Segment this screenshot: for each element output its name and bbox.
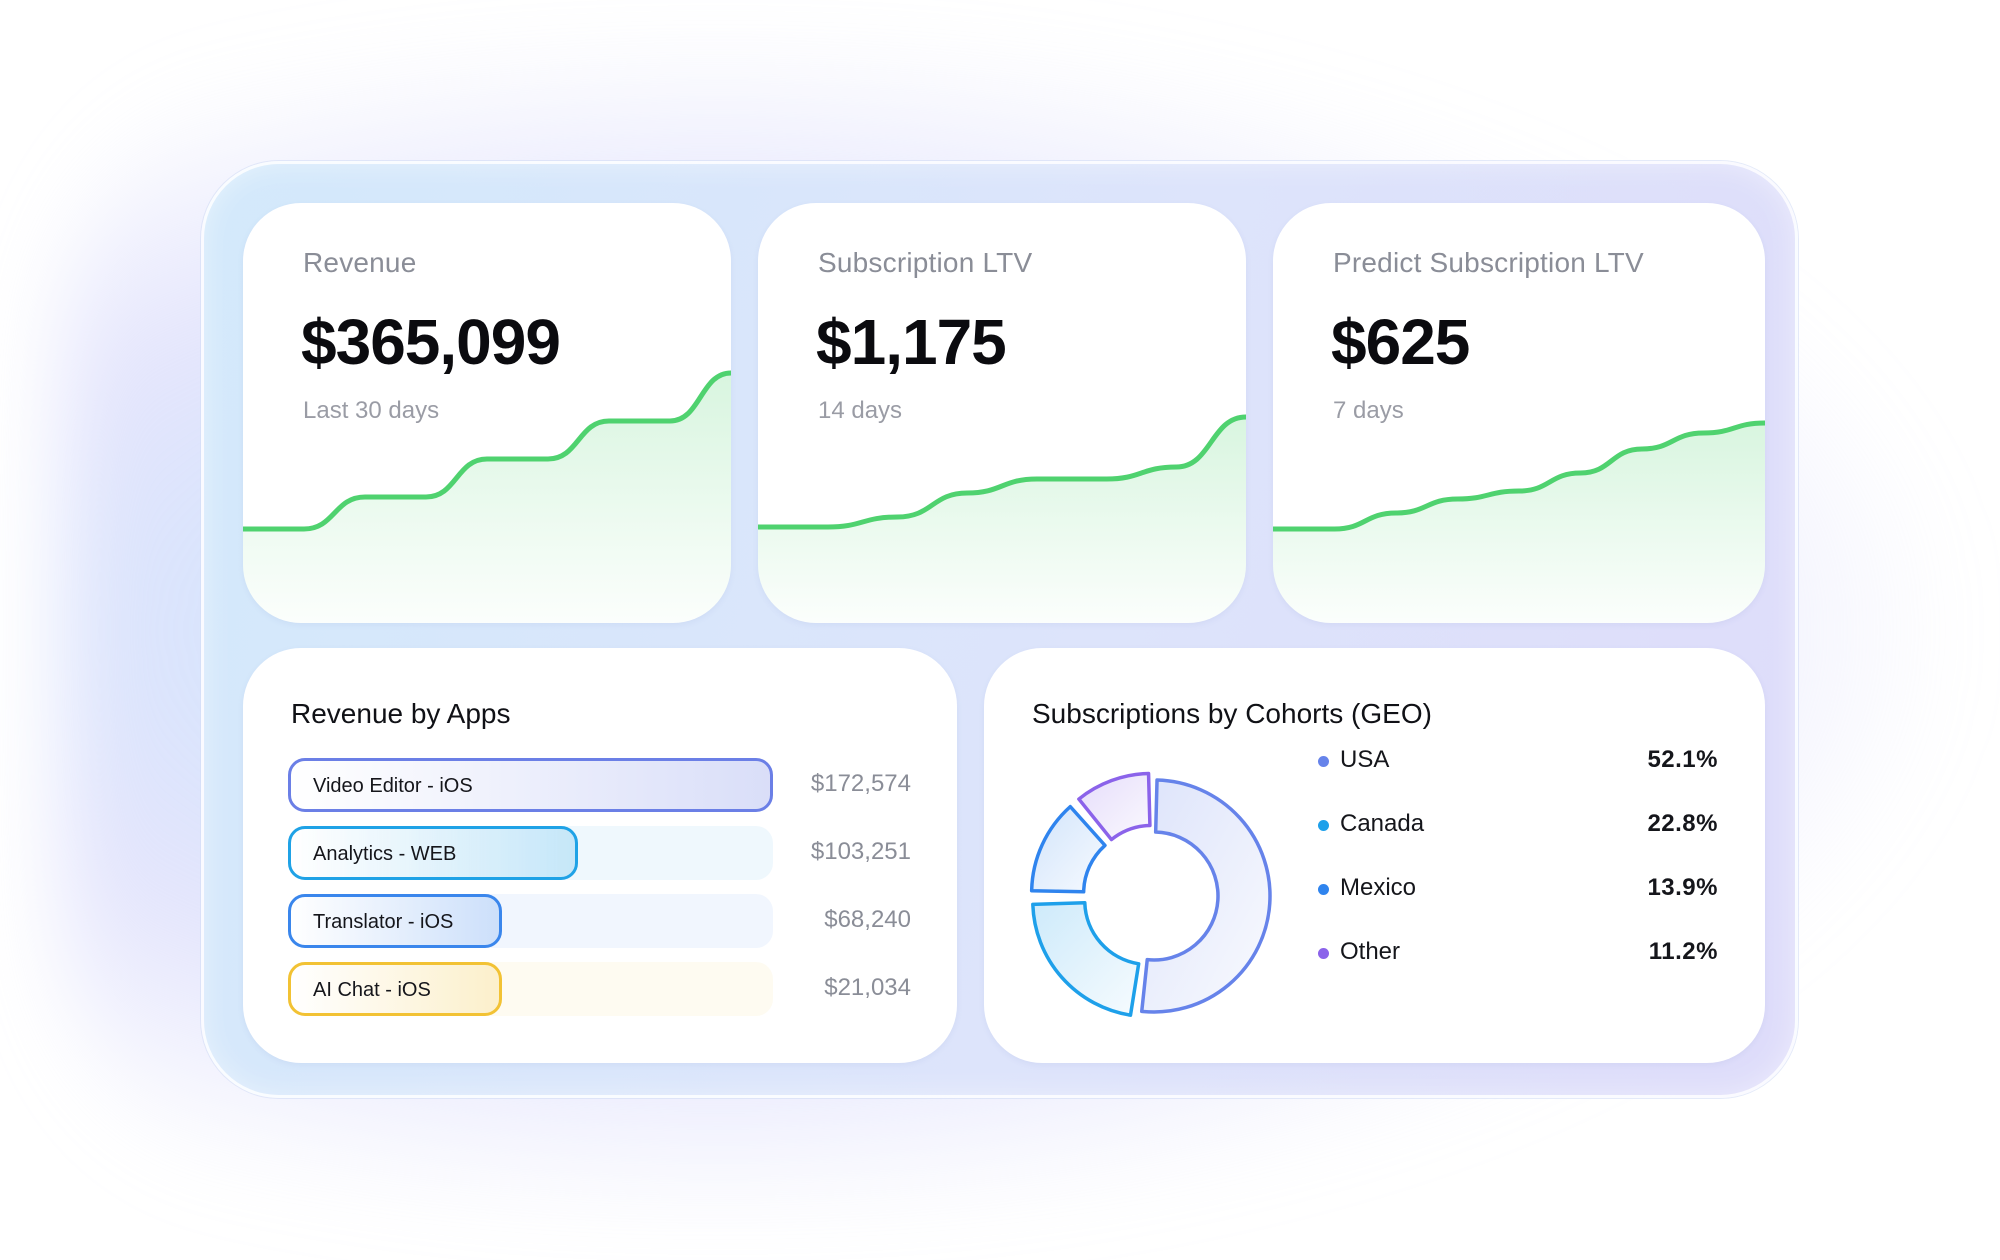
legend-dot-icon	[1318, 948, 1329, 959]
metric-label: Predict Subscription LTV	[1333, 247, 1644, 278]
legend-row[interactable]: Other 11.2%	[1318, 936, 1718, 970]
app-revenue-row[interactable]: Analytics - WEB $103,251	[288, 826, 911, 880]
card-title: Revenue by Apps	[291, 698, 511, 729]
metric-card-revenue[interactable]: Revenue $365,099 Last 30 days	[243, 203, 731, 623]
sparkline-line	[758, 414, 1246, 530]
dashboard-panel: Revenue $365,099 Last 30 days Subscripti…	[201, 161, 1798, 1098]
legend-percent: 13.9%	[1647, 874, 1718, 901]
app-revenue-row[interactable]: Translator - iOS $68,240	[288, 894, 911, 948]
legend-percent: 22.8%	[1647, 810, 1718, 837]
card-title: Subscriptions by Cohorts (GEO)	[1032, 698, 1432, 729]
metric-label: Revenue	[303, 247, 417, 278]
app-revenue-bar: Translator - iOS	[288, 894, 502, 948]
legend-dot-icon	[1318, 756, 1329, 767]
donut-segment[interactable]	[1029, 804, 1107, 894]
sparkline-area	[1273, 423, 1765, 623]
legend-dot-icon	[1318, 884, 1329, 895]
app-revenue-value: $103,251	[810, 838, 911, 865]
metric-label: Subscription LTV	[818, 247, 1033, 278]
sparkline-area	[758, 417, 1246, 623]
app-revenue-value: $172,574	[810, 770, 911, 797]
app-revenue-bar: Video Editor - iOS	[288, 758, 773, 812]
legend-name: Mexico	[1340, 874, 1417, 901]
metric-period: 14 days	[818, 397, 903, 424]
app-revenue-bar: AI Chat - iOS	[288, 962, 502, 1016]
sparkline-line	[1273, 420, 1765, 532]
app-name: AI Chat - iOS	[313, 979, 431, 1001]
metric-card-predict-subscription-ltv[interactable]: Predict Subscription LTV $625 7 days	[1273, 203, 1765, 623]
app-name: Analytics - WEB	[313, 843, 457, 865]
app-revenue-row[interactable]: Video Editor - iOS $172,574	[288, 758, 911, 812]
donut-segment[interactable]	[1031, 900, 1141, 1017]
metric-card-subscription-ltv[interactable]: Subscription LTV $1,175 14 days	[758, 203, 1246, 623]
app-revenue-value: $21,034	[824, 974, 911, 1001]
subscription-ltv-sparkline	[758, 414, 1246, 623]
legend-name: Canada	[1340, 810, 1425, 837]
metric-value: $625	[1331, 306, 1470, 378]
metric-period: Last 30 days	[303, 397, 440, 424]
legend-percent: 52.1%	[1647, 746, 1718, 773]
metric-value: $365,099	[301, 306, 561, 378]
revenue-sparkline	[243, 370, 731, 623]
legend-row[interactable]: Canada 22.8%	[1318, 808, 1718, 842]
legend-name: USA	[1340, 746, 1390, 773]
app-revenue-row[interactable]: AI Chat - iOS $21,034	[288, 962, 911, 1016]
donut-segment[interactable]	[1077, 771, 1152, 842]
sparkline-line	[243, 370, 731, 532]
legend-name: Other	[1340, 938, 1401, 965]
sparkline-area	[243, 373, 731, 623]
legend-dot-icon	[1318, 820, 1329, 831]
app-name: Translator - iOS	[313, 911, 454, 933]
legend-row[interactable]: USA 52.1%	[1318, 744, 1718, 778]
app-revenue-bar: Analytics - WEB	[288, 826, 579, 880]
metric-value: $1,175	[816, 306, 1007, 378]
metric-period: 7 days	[1333, 397, 1404, 424]
donut-segment[interactable]	[1140, 778, 1272, 1014]
app-revenue-value: $68,240	[824, 906, 911, 933]
cohorts-donut-chart	[1029, 771, 1272, 1017]
legend-row[interactable]: Mexico 13.9%	[1318, 872, 1718, 906]
revenue-by-apps-card: Revenue by Apps Video Editor - iOS $172,5…	[243, 648, 957, 1063]
predict-ltv-sparkline	[1273, 420, 1765, 623]
legend-percent: 11.2%	[1648, 938, 1718, 965]
app-name: Video Editor - iOS	[313, 775, 473, 797]
cohorts-card: Subscriptions by Cohorts (GEO) USA 52.1% C…	[984, 648, 1765, 1063]
